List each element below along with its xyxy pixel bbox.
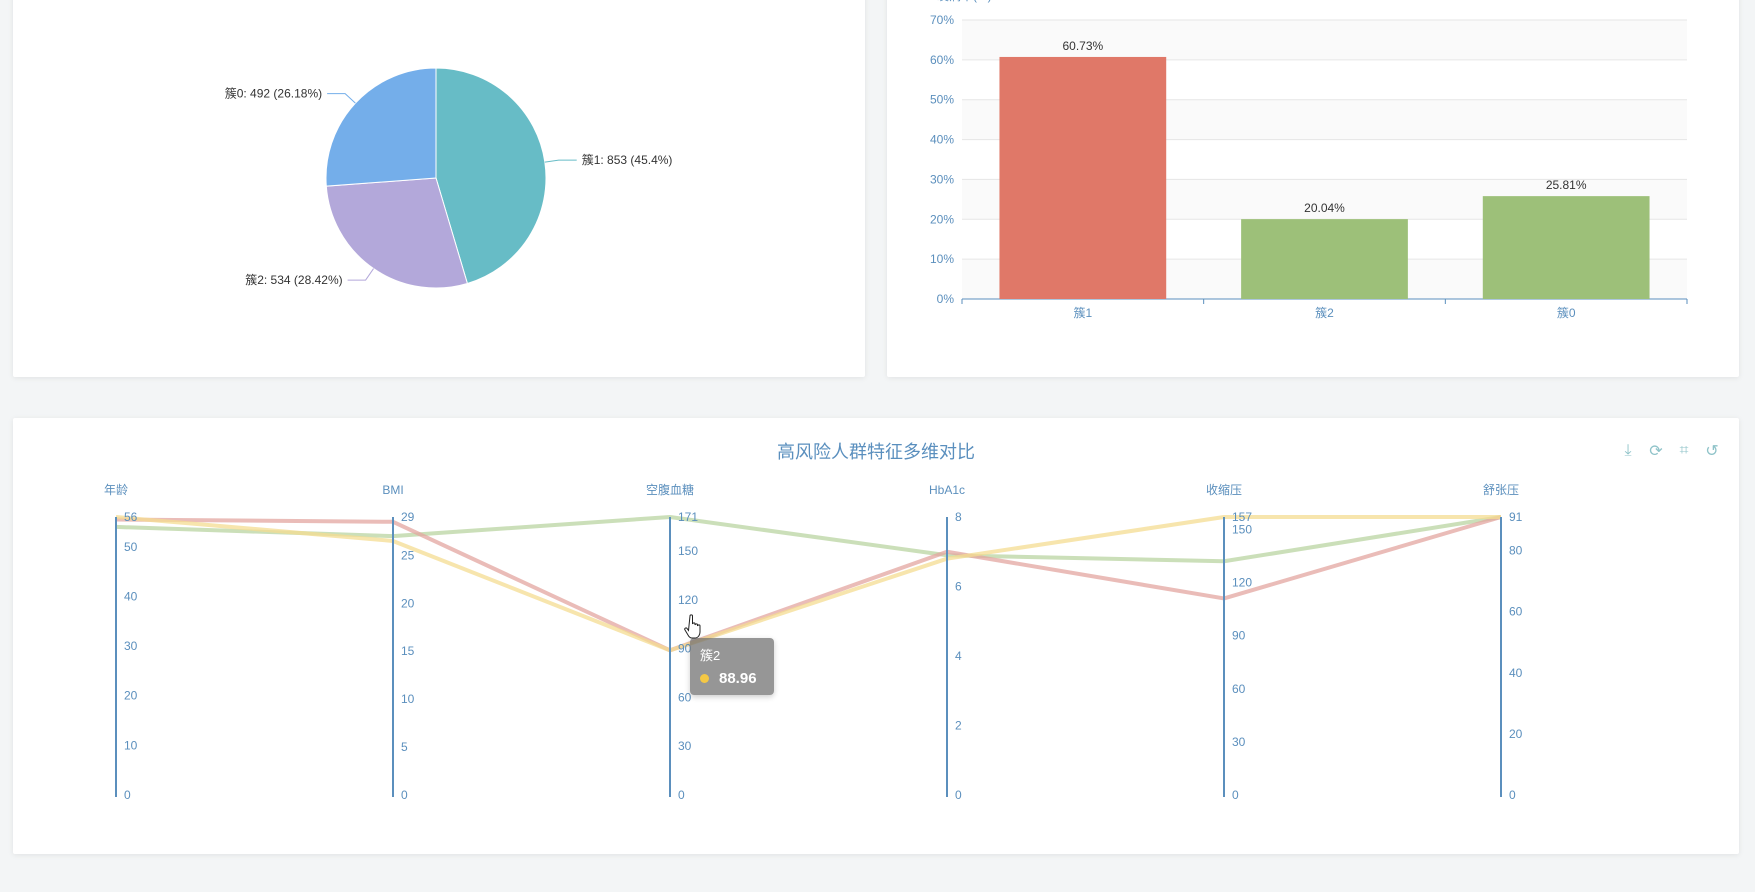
x-tick-label: 簇1 [1073,305,1092,320]
bar-簇0 [1482,196,1650,299]
y-tick-label: 0% [937,292,955,306]
parallel-tick-label: 120 [1232,576,1252,590]
hand-cursor-icon [684,614,701,639]
y-tick-label: 40% [930,133,954,147]
parallel-tick-label: 157 [1232,510,1252,524]
parallel-axis-name: BMI [382,483,403,497]
pie-label: 簇0: 492 (26.18%) [225,86,322,101]
parallel-tick-label: 90 [1232,629,1246,643]
parallel-tick-label: 40 [124,589,138,603]
pie-slice-簇2 [325,177,468,289]
parallel-tick-label: 6 [955,580,962,594]
parallel-chart-title: 高风险人群特征多维对比 [777,442,975,462]
parallel-tick-label: 20 [1509,727,1523,741]
parallel-tick-label: 150 [1232,522,1252,536]
pie-label-line [544,159,577,163]
parallel-tick-label: 15 [401,644,415,658]
series-line-簇1 [115,515,1502,653]
parallel-tick-label: 5 [401,740,408,754]
parallel-tick-label: 30 [124,639,138,653]
bar-data-label: 60.73% [1062,39,1103,53]
tooltip-value: 88.96 [719,670,757,687]
parallel-tick-label: 20 [124,689,138,703]
parallel-tick-label: 120 [678,593,698,607]
grid-band [962,20,1687,60]
parallel-axis-name: 空腹血糖 [646,482,694,497]
crop-icon[interactable]: ⌗ [1679,442,1689,459]
refresh-icon[interactable]: ⟳ [1649,443,1663,460]
series-line-簇0 [115,515,1502,564]
bar-data-label: 25.81% [1546,178,1587,192]
parallel-tick-label: 4 [955,649,962,663]
parallel-chart-card: 高风险人群特征多维对比 ⤓ ⟳ ⌗ ↺ 年龄 0 10 20 30 40 50 56 BMI 0 5… [13,418,1739,854]
bar-簇2 [1241,219,1408,299]
parallel-axis-name: HbA1c [929,483,965,497]
x-tick-label: 簇2 [1315,305,1334,320]
parallel-axis-name: 年龄 [104,483,128,497]
parallel-tick-label: 80 [1509,544,1523,558]
pie-slice-簇0 [325,67,437,187]
parallel-tick-label: 60 [678,690,692,704]
parallel-tick-label: 30 [678,739,692,753]
x-tick-label: 簇0 [1557,305,1576,320]
y-axis-title: 发病率(%) [937,0,992,3]
y-tick-label: 50% [930,93,954,107]
parallel-tick-label: 90 [678,642,692,656]
parallel-tick-label: 10 [401,692,415,706]
parallel-tick-label: 8 [955,510,962,524]
parallel-tick-label: 56 [124,510,138,524]
chart-toolbox: ⤓ ⟳ ⌗ ↺ [1619,442,1721,460]
parallel-tick-label: 0 [124,788,131,802]
y-tick-label: 70% [930,13,954,27]
y-tick-label: 10% [930,252,954,266]
tooltip-series-name: 簇2 [700,648,721,663]
pie-label-line [327,93,356,104]
pie-label-line [347,268,374,281]
bar-data-label: 20.04% [1304,201,1345,215]
parallel-tick-label: 0 [678,788,685,802]
restore-icon[interactable]: ↺ [1705,443,1719,460]
bar-chart-card: 0% 10% 20% 30% 40% 50% 60% 70% 发病率(%) 60.73% 簇1 20.… [887,0,1739,377]
parallel-tick-label: 29 [401,510,415,524]
cluster-distribution-pie-chart: 簇1: 853 (45.4%) 簇2: 534 (28.42%) 簇0: 492 (… [225,67,673,289]
tooltip-color-dot [700,674,709,683]
parallel-tick-label: 25 [401,548,415,562]
parallel-tick-label: 0 [401,788,408,802]
bar-簇1 [999,56,1167,299]
parallel-tick-label: 0 [1232,788,1239,802]
parallel-tick-label: 171 [678,510,698,524]
parallel-tick-label: 150 [678,544,698,558]
parallel-tick-label: 91 [1509,510,1523,524]
parallel-tick-label: 50 [124,540,138,554]
parallel-tick-label: 0 [955,788,962,802]
pie-chart-card: 簇1: 853 (45.4%) 簇2: 534 (28.42%) 簇0: 492 (… [13,0,865,377]
y-tick-label: 60% [930,53,954,67]
parallel-axis-name: 收缩压 [1206,482,1242,497]
parallel-tick-label: 2 [955,719,962,733]
parallel-axis-name: 舒张压 [1483,483,1519,497]
pie-label: 簇2: 534 (28.42%) [245,272,342,287]
parallel-tick-label: 30 [1232,735,1246,749]
parallel-tick-label: 40 [1509,666,1523,680]
download-icon[interactable]: ⤓ [1624,442,1632,459]
parallel-tick-label: 20 [401,596,415,610]
parallel-tick-label: 60 [1232,682,1246,696]
parallel-coordinates-chart: 年龄0102030405056BMI051015202529空腹血糖030609… [104,482,1523,802]
series-line-簇2 [115,515,1501,653]
pie-slice-簇1 [435,67,547,285]
parallel-tick-label: 60 [1509,605,1523,619]
cluster-incidence-bar-chart: 0% 10% 20% 30% 40% 50% 60% 70% 发病率(%) 60.73% 簇1 20.… [930,0,1688,320]
parallel-tick-label: 10 [124,738,138,752]
pie-label: 簇1: 853 (45.4%) [582,152,673,167]
parallel-tick-label: 0 [1509,788,1516,802]
y-tick-label: 30% [930,172,954,186]
chart-tooltip: 簇2 88.96 [690,638,774,695]
y-tick-label: 20% [930,212,954,226]
